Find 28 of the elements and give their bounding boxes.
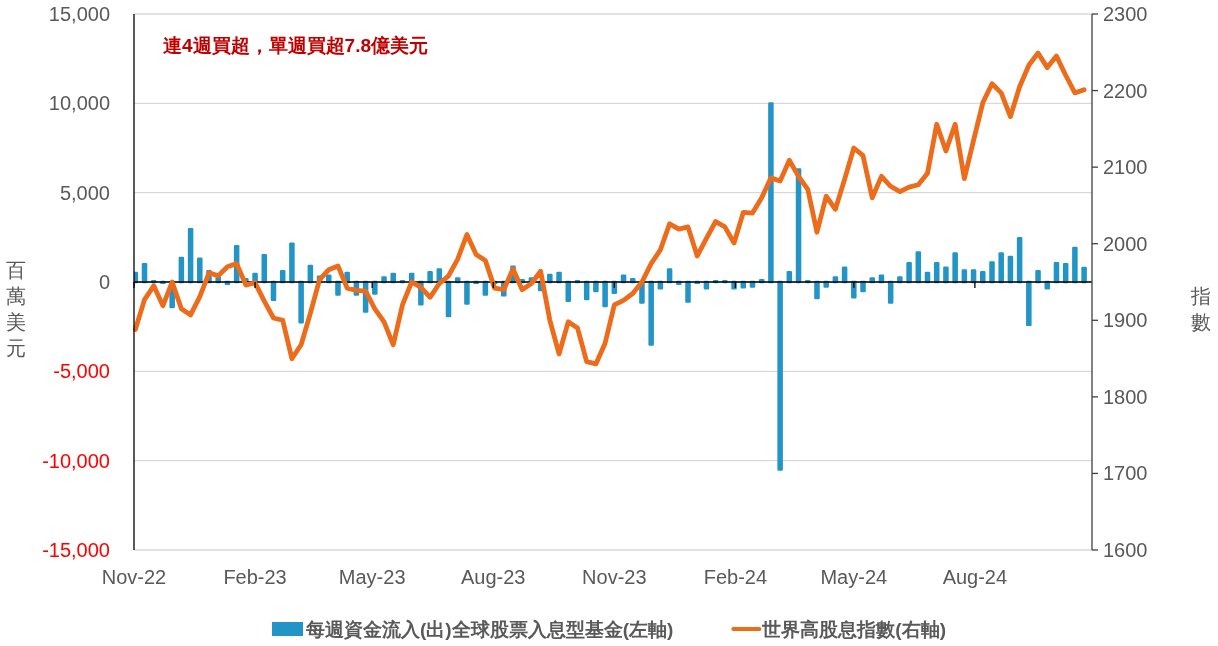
y-tick-label: -5,000 (53, 360, 110, 383)
y-tick-label: 10,000 (48, 92, 110, 115)
x-tick-label: Feb-23 (223, 566, 287, 588)
y2-tick-label: 1700 (1103, 462, 1148, 485)
y2-tick-label: 2200 (1103, 79, 1148, 102)
x-tick-label: Nov-22 (101, 566, 167, 588)
y-tick-label: 5,000 (59, 181, 110, 204)
y2-tick-label: 2100 (1103, 156, 1148, 179)
y2-tick-label: 1900 (1103, 309, 1148, 332)
y-axis-title: 百萬美元 (6, 258, 26, 359)
y2-tick-label: 1800 (1103, 385, 1148, 408)
y-tick-label: -10,000 (42, 449, 110, 472)
x-tick-label: May-24 (820, 566, 888, 588)
y2-tick-label: 2300 (1103, 3, 1148, 25)
y2-tick-label: 2000 (1103, 232, 1148, 255)
annotation: 連4週買超，單週買超7.8億美元 (163, 35, 428, 56)
y-tick-label: 15,000 (48, 3, 110, 25)
x-tick-label: May-23 (338, 566, 406, 588)
legend-label: 每週資金流入(出)全球股票入息型基金(左軸) (305, 619, 674, 640)
x-tick-label: Aug-24 (942, 566, 1008, 588)
y-tick-label: 0 (98, 271, 110, 293)
y2-tick-label: 1600 (1103, 539, 1148, 561)
legend-label: 世界高股息指數(右軸) (761, 619, 946, 640)
x-tick-label: Nov-23 (582, 566, 647, 588)
x-tick-label: Aug-23 (461, 566, 526, 588)
y-tick-label: -15,000 (42, 539, 110, 561)
x-tick-label: Feb-24 (703, 566, 768, 588)
y2-axis-title: 指數 (1190, 284, 1211, 333)
